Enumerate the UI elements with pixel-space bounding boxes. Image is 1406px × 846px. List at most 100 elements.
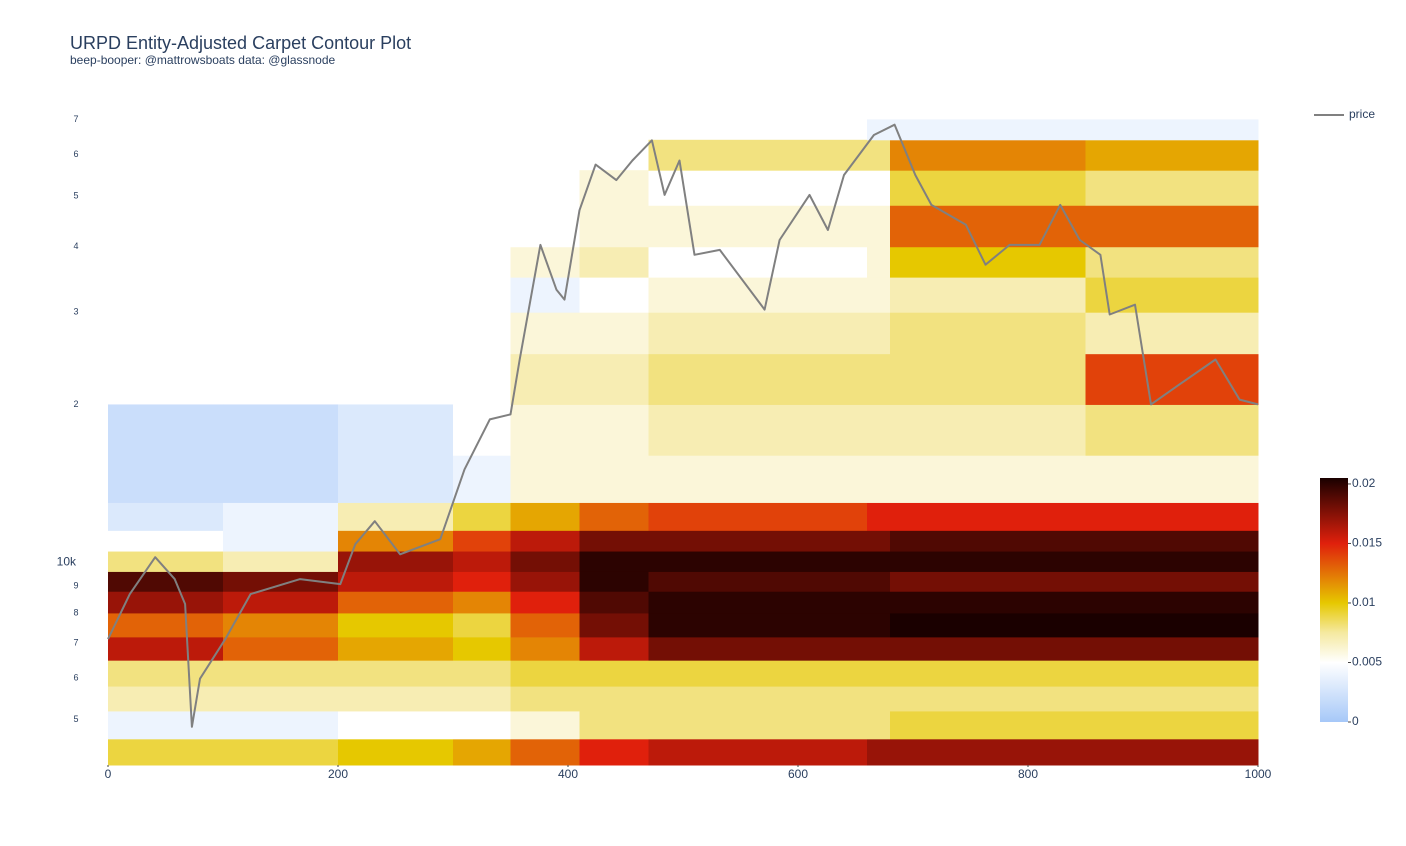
heat-cell <box>510 738 580 766</box>
heat-cell <box>338 612 454 638</box>
heat-cell <box>1085 738 1259 766</box>
heat-cell <box>867 738 891 766</box>
heat-cell <box>648 571 868 592</box>
heat-cell <box>108 571 224 592</box>
heat-cell <box>867 353 891 405</box>
heat-cell <box>579 710 649 740</box>
heat-cell <box>223 612 339 638</box>
heat-cell <box>867 530 891 552</box>
heat-cell <box>867 455 891 503</box>
heat-cell <box>867 170 891 206</box>
heatmap <box>108 119 1259 766</box>
heat-cell <box>223 686 339 712</box>
heat-cell <box>648 246 868 278</box>
heat-cell <box>648 660 868 687</box>
heat-cell <box>453 551 511 572</box>
heat-cell <box>579 571 649 592</box>
heat-cell <box>108 686 224 712</box>
heat-cell <box>510 530 580 552</box>
heat-cell <box>890 571 1086 592</box>
heat-cell <box>1085 612 1259 638</box>
heat-cell <box>510 660 580 687</box>
y-tick-label: 7 <box>73 638 78 648</box>
heat-cell <box>223 551 339 572</box>
heat-cell <box>648 205 868 248</box>
heat-cell <box>579 455 649 503</box>
y-tick-label: 5 <box>73 714 78 724</box>
heat-cell <box>867 139 891 171</box>
heat-cell <box>223 455 339 503</box>
heat-cell <box>338 636 454 661</box>
heat-cell <box>1085 530 1259 552</box>
heat-cell <box>453 591 511 614</box>
y-tick-label: 6 <box>73 149 78 159</box>
heat-cell <box>1085 660 1259 687</box>
heat-cell <box>890 502 1086 531</box>
heat-cell <box>338 502 454 531</box>
heat-cell <box>579 246 649 278</box>
heat-cell <box>108 455 224 503</box>
heat-cell <box>510 686 580 712</box>
heat-cell <box>108 738 224 766</box>
heat-cell <box>338 571 454 592</box>
heat-cell <box>338 591 454 614</box>
heat-cell <box>867 205 891 248</box>
heat-cell <box>867 312 891 355</box>
heat-cell <box>453 710 511 740</box>
heat-cell <box>890 170 1086 206</box>
heat-cell <box>648 502 868 531</box>
heat-cell <box>579 404 649 456</box>
heat-cell <box>338 530 454 552</box>
x-tick-label: 800 <box>1018 767 1038 781</box>
heat-cell <box>510 353 580 405</box>
heat-cell <box>453 660 511 687</box>
heat-cell <box>890 636 1086 661</box>
heat-cell <box>1085 502 1259 531</box>
heat-cell <box>890 738 1086 766</box>
colorbar-tick-label: 0.015 <box>1352 536 1382 550</box>
heat-cell <box>1085 710 1259 740</box>
heat-cell <box>510 551 580 572</box>
heat-cell <box>510 502 580 531</box>
x-tick-label: 600 <box>788 767 808 781</box>
heat-cell <box>1085 551 1259 572</box>
heat-cell <box>890 551 1086 572</box>
heat-cell <box>510 404 580 456</box>
heat-cell <box>867 710 891 740</box>
heat-cell <box>648 404 868 456</box>
colorbar-tick-label: 0.01 <box>1352 595 1376 609</box>
heat-cell <box>453 404 511 456</box>
heat-cell <box>648 738 868 766</box>
heat-cell <box>579 686 649 712</box>
heat-cell <box>108 591 224 614</box>
heat-cell <box>108 660 224 687</box>
heat-cell <box>579 551 649 572</box>
heat-cell <box>648 455 868 503</box>
heat-cell <box>1085 404 1259 456</box>
heat-cell <box>867 660 891 687</box>
heat-cell <box>890 312 1086 355</box>
heat-cell <box>579 205 649 248</box>
heat-cell <box>510 205 580 248</box>
heat-cell <box>510 710 580 740</box>
heat-cell <box>890 710 1086 740</box>
heat-cell <box>223 591 339 614</box>
heat-cell <box>890 205 1086 248</box>
heat-cell <box>1085 636 1259 661</box>
colorbar-tick-label: 0.005 <box>1352 655 1382 669</box>
heat-cell <box>1085 455 1259 503</box>
heat-cell <box>108 404 224 456</box>
heat-cell <box>867 404 891 456</box>
heat-cell <box>510 277 580 313</box>
heat-cell <box>579 636 649 661</box>
heat-cell <box>510 455 580 503</box>
heat-cell <box>1085 246 1259 278</box>
heat-cell <box>338 551 454 572</box>
heat-cell <box>579 312 649 355</box>
heat-cell <box>453 502 511 531</box>
heat-cell <box>338 686 454 712</box>
x-tick-label: 400 <box>558 767 578 781</box>
heat-cell <box>867 119 891 141</box>
heat-cell <box>867 277 891 313</box>
